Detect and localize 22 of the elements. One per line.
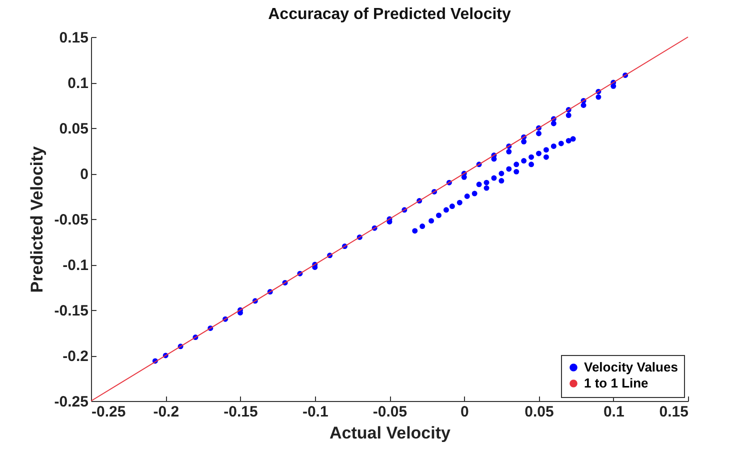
y-tick-label: -0.15 [54,302,88,320]
y-tick-label: -0.2 [62,348,88,365]
y-tick-label: 0.1 [68,75,88,92]
x-tick-label: 0.15 [659,404,688,420]
x-tick-label: 0 [460,404,469,420]
x-tick-label: -0.15 [224,404,258,420]
x-tick-label: -0.25 [92,404,126,420]
y-tick-label: 0.05 [59,120,88,138]
y-axis-title: Predicted Velocity [27,146,46,293]
y-tick-label: 0.15 [59,30,88,46]
y-tick-label: -0.1 [62,257,88,274]
x-tick-label: -0.05 [372,404,408,420]
legend-label: 1 to 1 Line [584,376,648,390]
y-tick-label: 0 [80,166,88,183]
x-tick-label: -0.2 [153,404,180,420]
x-tick-label: -0.1 [302,404,328,420]
legend-label: Velocity Values [584,360,678,374]
x-axis-title: Actual Velocity [330,424,452,442]
y-tick-label: -0.05 [54,212,88,228]
chart-title: Accuracay of Predicted Velocity [268,6,511,23]
x-tick-label: 0.05 [524,404,554,420]
x-tick-label: 0.1 [603,404,624,420]
